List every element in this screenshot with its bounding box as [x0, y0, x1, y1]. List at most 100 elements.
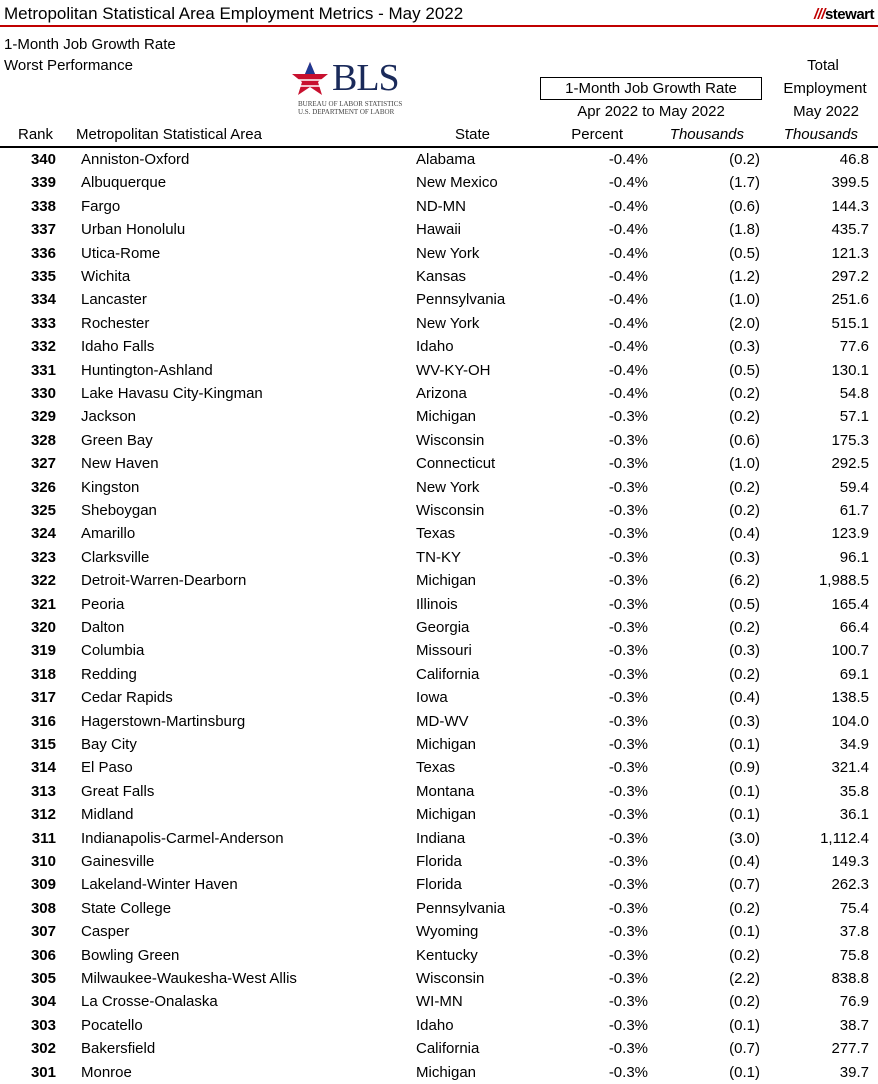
- table-row: 315 Bay City Michigan -0.3% (0.1) 34.9: [0, 733, 878, 756]
- page-title: Metropolitan Statistical Area Employment…: [4, 4, 464, 23]
- total-employment-cell: 262.3: [831, 876, 869, 894]
- table-row: 332 Idaho Falls Idaho -0.4% (0.3) 77.6: [0, 335, 878, 358]
- total-employment-cell: 838.8: [831, 970, 869, 987]
- change-thousands-cell: (0.1): [729, 736, 760, 753]
- rank-cell: 311: [31, 829, 56, 847]
- change-thousands-cell: (0.2): [729, 899, 760, 917]
- total-employment-cell: 435.7: [831, 221, 869, 239]
- change-thousands-cell: (1.0): [729, 291, 760, 309]
- state-cell: Alabama: [416, 151, 476, 168]
- table-row: 327 New Haven Connecticut -0.3% (1.0) 292.5: [0, 452, 878, 475]
- state-cell: Idaho: [416, 338, 454, 356]
- area-cell: Fargo: [81, 197, 121, 215]
- col-percent: Percent: [571, 126, 623, 143]
- state-cell: Texas: [416, 759, 456, 777]
- table-row: 322 Detroit-Warren-Dearborn Michigan -0.3% (…: [0, 569, 878, 592]
- state-cell: Indiana: [416, 829, 466, 847]
- table-row: 334 Lancaster Pennsylvania -0.4% (1.0) 251.6: [0, 288, 878, 311]
- table-row: 310 Gainesville Florida -0.3% (0.4) 149.3: [0, 850, 878, 873]
- col-thousands: Thousands: [669, 126, 744, 143]
- percent-cell: -0.3%: [608, 829, 648, 847]
- rank-cell: 334: [30, 291, 56, 309]
- total-employment-cell: 69.1: [839, 665, 869, 683]
- total-employment-cell: 1,112.4: [820, 829, 869, 847]
- table-row: 329 Jackson Michigan -0.3% (0.2) 57.1: [0, 405, 878, 428]
- change-thousands-cell: (0.6): [729, 197, 760, 215]
- change-thousands-cell: (1.8): [729, 221, 760, 239]
- state-cell: Florida: [416, 853, 462, 870]
- change-thousands-cell: (2.0): [729, 314, 760, 332]
- change-thousands-cell: (0.4): [729, 689, 760, 707]
- total-employment-cell: 292.5: [831, 455, 869, 473]
- state-cell: WV-KY-OH: [416, 361, 491, 379]
- area-cell: La Crosse-Onalaska: [81, 993, 218, 1011]
- total-header-3: May 2022: [793, 103, 859, 120]
- change-thousands-cell: (0.2): [729, 946, 760, 964]
- rank-cell: 331: [30, 361, 56, 379]
- bls-logo: BLS BUREAU OF LABOR STATISTICS U.S. DEPA…: [292, 56, 412, 120]
- rank-cell: 335: [30, 268, 56, 285]
- state-cell: New York: [416, 244, 480, 262]
- total-employment-cell: 61.7: [839, 502, 869, 519]
- table-row: 338 Fargo ND-MN -0.4% (0.6) 144.3: [0, 195, 878, 218]
- area-cell: Redding: [81, 665, 137, 683]
- area-cell: Jackson: [81, 408, 137, 426]
- rank-cell: 320: [30, 619, 56, 636]
- change-thousands-cell: (0.2): [729, 385, 760, 402]
- rank-cell: 302: [30, 1040, 56, 1058]
- change-thousands-cell: (0.5): [729, 244, 760, 262]
- table-row: 336 Utica-Rome New York -0.4% (0.5) 121.3: [0, 242, 878, 265]
- change-thousands-cell: (0.2): [729, 665, 760, 683]
- percent-cell: -0.3%: [608, 993, 648, 1011]
- rank-cell: 321: [30, 595, 56, 613]
- area-cell: State College: [81, 899, 172, 917]
- area-cell: Detroit-Warren-Dearborn: [81, 572, 247, 590]
- state-cell: Illinois: [416, 595, 458, 613]
- percent-cell: -0.3%: [608, 759, 648, 777]
- total-employment-cell: 35.8: [839, 782, 869, 800]
- area-cell: Dalton: [81, 619, 125, 636]
- area-cell: Bakersfield: [81, 1040, 156, 1058]
- table-row: 333 Rochester New York -0.4% (2.0) 515.1: [0, 312, 878, 335]
- table-row: 305 Milwaukee-Waukesha-West Allis Wisconsi…: [0, 967, 878, 990]
- change-thousands-cell: (0.1): [729, 806, 760, 824]
- state-cell: Wisconsin: [416, 970, 485, 987]
- rank-cell: 304: [30, 993, 56, 1011]
- area-cell: Lancaster: [81, 291, 147, 309]
- total-employment-cell: 66.4: [839, 619, 869, 636]
- rank-cell: 323: [30, 548, 56, 566]
- area-cell: Sheboygan: [81, 502, 157, 519]
- total-employment-cell: 399.5: [831, 174, 869, 192]
- state-cell: Arizona: [416, 385, 467, 402]
- table-row: 331 Huntington-Ashland WV-KY-OH -0.4% (0.5) 1…: [0, 359, 878, 382]
- rank-cell: 312: [30, 806, 56, 824]
- rank-cell: 316: [30, 712, 56, 730]
- state-cell: Michigan: [416, 736, 477, 753]
- state-cell: Pennsylvania: [416, 291, 506, 309]
- area-cell: Pocatello: [81, 1016, 143, 1034]
- col-state: State: [455, 126, 491, 143]
- rank-cell: 301: [30, 1063, 56, 1081]
- rank-cell: 310: [30, 853, 56, 870]
- rank-cell: 330: [30, 385, 56, 402]
- state-cell: Montana: [416, 782, 475, 800]
- table-row: 311 Indianapolis-Carmel-Anderson Indiana -0…: [0, 827, 878, 850]
- percent-cell: -0.4%: [608, 361, 648, 379]
- percent-cell: -0.3%: [608, 736, 648, 753]
- area-cell: Bay City: [81, 736, 137, 753]
- table-row: 304 La Crosse-Onalaska WI-MN -0.3% (0.2) 76.9: [0, 990, 878, 1013]
- percent-cell: -0.4%: [608, 197, 648, 215]
- percent-cell: -0.3%: [608, 1040, 648, 1058]
- percent-cell: -0.3%: [608, 923, 648, 941]
- table-row: 337 Urban Honolulu Hawaii -0.4% (1.8) 435.7: [0, 218, 878, 241]
- percent-cell: -0.3%: [608, 782, 648, 800]
- table-row: 306 Bowling Green Kentucky -0.3% (0.2) 75.8: [0, 944, 878, 967]
- col-area: Metropolitan Statistical Area: [76, 126, 262, 143]
- total-employment-cell: 1,988.5: [818, 572, 869, 590]
- table-row: 321 Peoria Illinois -0.3% (0.5) 165.4: [0, 593, 878, 616]
- rank-cell: 318: [30, 665, 56, 683]
- percent-cell: -0.3%: [608, 970, 648, 987]
- table-row: 330 Lake Havasu City-Kingman Arizona -0.4% (…: [0, 382, 878, 405]
- state-cell: Connecticut: [416, 455, 496, 473]
- table-row: 302 Bakersfield California -0.3% (0.7) 277.7: [0, 1037, 878, 1060]
